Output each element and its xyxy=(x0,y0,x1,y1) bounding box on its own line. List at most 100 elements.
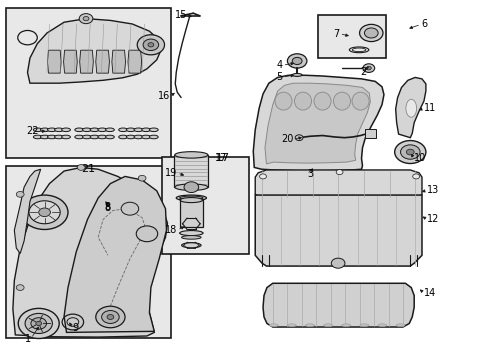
Bar xyxy=(161,157,249,253)
Ellipse shape xyxy=(149,135,158,139)
Circle shape xyxy=(25,314,52,333)
Circle shape xyxy=(412,174,419,179)
Ellipse shape xyxy=(176,195,206,201)
Ellipse shape xyxy=(174,152,207,158)
Ellipse shape xyxy=(181,235,201,239)
Circle shape xyxy=(295,135,303,140)
Circle shape xyxy=(364,28,377,38)
Circle shape xyxy=(183,182,198,193)
Polygon shape xyxy=(253,75,383,171)
Ellipse shape xyxy=(341,324,350,327)
Ellipse shape xyxy=(134,135,142,139)
Ellipse shape xyxy=(274,92,291,110)
Ellipse shape xyxy=(82,128,91,132)
Ellipse shape xyxy=(305,324,314,327)
Text: 16: 16 xyxy=(158,91,170,101)
Ellipse shape xyxy=(119,135,127,139)
Circle shape xyxy=(77,165,85,170)
Ellipse shape xyxy=(82,135,91,139)
Circle shape xyxy=(292,57,302,64)
Ellipse shape xyxy=(142,128,150,132)
Text: 8: 8 xyxy=(104,203,110,213)
Ellipse shape xyxy=(287,324,296,327)
Circle shape xyxy=(287,54,306,68)
Circle shape xyxy=(335,170,342,175)
Ellipse shape xyxy=(75,135,83,139)
Polygon shape xyxy=(47,50,61,73)
Text: 18: 18 xyxy=(164,225,177,235)
Text: 2: 2 xyxy=(360,67,366,77)
Ellipse shape xyxy=(174,184,207,190)
Polygon shape xyxy=(255,170,421,198)
Ellipse shape xyxy=(126,135,135,139)
Circle shape xyxy=(394,140,425,163)
Circle shape xyxy=(259,174,266,179)
Ellipse shape xyxy=(41,128,49,132)
Polygon shape xyxy=(264,83,369,164)
Bar xyxy=(174,155,208,187)
Circle shape xyxy=(330,258,344,268)
Circle shape xyxy=(31,318,46,329)
Text: 11: 11 xyxy=(423,103,435,113)
Text: 13: 13 xyxy=(427,185,439,195)
Ellipse shape xyxy=(269,324,278,327)
Text: 10: 10 xyxy=(413,153,426,163)
Bar xyxy=(180,200,202,227)
Polygon shape xyxy=(64,176,166,332)
Ellipse shape xyxy=(359,324,368,327)
Polygon shape xyxy=(27,19,160,83)
Ellipse shape xyxy=(33,135,42,139)
Ellipse shape xyxy=(323,324,332,327)
Ellipse shape xyxy=(134,128,142,132)
Ellipse shape xyxy=(47,128,56,132)
Ellipse shape xyxy=(33,128,42,132)
Ellipse shape xyxy=(351,92,368,110)
Text: 12: 12 xyxy=(427,215,439,224)
Circle shape xyxy=(148,42,154,47)
Text: 21: 21 xyxy=(81,164,95,174)
Circle shape xyxy=(121,202,139,215)
Circle shape xyxy=(36,321,41,325)
Circle shape xyxy=(143,39,158,50)
Text: 15: 15 xyxy=(174,10,186,20)
Circle shape xyxy=(83,17,89,21)
Ellipse shape xyxy=(41,135,49,139)
Circle shape xyxy=(79,14,93,24)
Bar xyxy=(365,129,375,138)
Ellipse shape xyxy=(55,128,63,132)
Ellipse shape xyxy=(105,128,114,132)
Ellipse shape xyxy=(333,92,350,110)
Circle shape xyxy=(366,66,370,70)
Ellipse shape xyxy=(179,230,203,235)
Circle shape xyxy=(18,309,59,338)
Text: 8: 8 xyxy=(104,202,110,212)
Ellipse shape xyxy=(98,135,106,139)
Polygon shape xyxy=(112,50,125,73)
Ellipse shape xyxy=(313,92,330,110)
Text: 1: 1 xyxy=(25,333,31,343)
Polygon shape xyxy=(128,50,142,73)
Bar xyxy=(5,166,171,338)
Polygon shape xyxy=(13,167,167,337)
Circle shape xyxy=(406,149,413,155)
Text: 5: 5 xyxy=(276,72,282,82)
Circle shape xyxy=(400,145,419,159)
Ellipse shape xyxy=(55,135,63,139)
Text: 17: 17 xyxy=(214,153,227,163)
Circle shape xyxy=(16,192,24,197)
Circle shape xyxy=(136,226,158,242)
Polygon shape xyxy=(255,195,421,266)
Ellipse shape xyxy=(149,128,158,132)
Ellipse shape xyxy=(395,324,404,327)
Bar xyxy=(5,8,171,158)
Polygon shape xyxy=(395,77,425,138)
Ellipse shape xyxy=(179,196,203,200)
Polygon shape xyxy=(263,283,413,327)
Text: 4: 4 xyxy=(276,60,282,70)
Ellipse shape xyxy=(75,128,83,132)
Ellipse shape xyxy=(292,73,302,76)
Circle shape xyxy=(359,24,382,41)
Text: 14: 14 xyxy=(423,288,435,298)
Ellipse shape xyxy=(61,128,70,132)
Circle shape xyxy=(29,201,60,224)
